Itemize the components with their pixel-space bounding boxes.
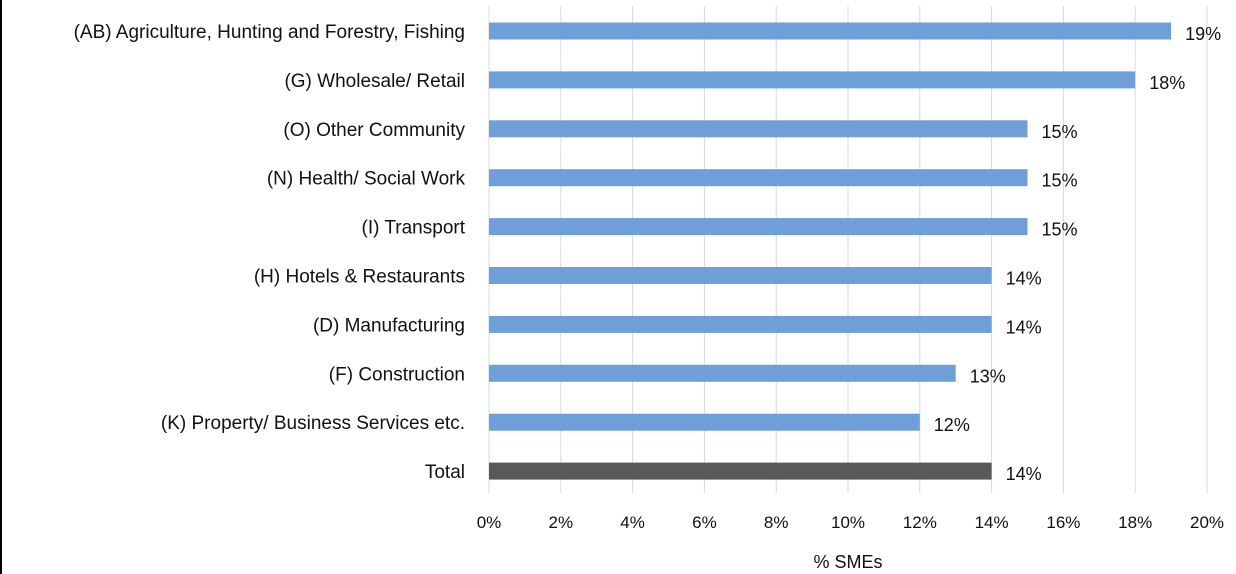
x-tick-label: 6% — [692, 513, 717, 532]
value-label: 15% — [1042, 220, 1078, 240]
value-label: 14% — [1006, 464, 1042, 484]
category-label: (F) Construction — [329, 364, 465, 385]
value-label: 18% — [1149, 73, 1185, 93]
bar — [489, 462, 992, 480]
bar — [489, 120, 1028, 138]
x-tick-label: 0% — [477, 513, 502, 532]
value-labels: 19% 18% 15% 15% 15% 14% 14% 13% 12% 14% — [934, 24, 1221, 484]
bars — [489, 22, 1172, 480]
value-label: 14% — [1006, 317, 1042, 337]
value-label: 14% — [1006, 269, 1042, 289]
x-tick-label: 16% — [1046, 513, 1080, 532]
x-axis-title: % SMEs — [813, 552, 882, 572]
category-label: (K) Property/ Business Services etc. — [161, 413, 465, 434]
x-tick-label: 20% — [1190, 513, 1224, 532]
x-tick-label: 18% — [1118, 513, 1152, 532]
x-tick-label: 12% — [903, 513, 937, 532]
value-label: 12% — [934, 415, 970, 435]
category-label: (I) Transport — [362, 218, 466, 239]
x-tick-label: 4% — [620, 513, 645, 532]
category-label: (H) Hotels & Restaurants — [254, 267, 465, 288]
x-axis-ticks: 0% 2% 4% 6% 8% 10% 12% 14% 16% 18% 20% — [477, 513, 1224, 532]
category-label: (G) Wholesale/ Retail — [284, 71, 465, 92]
value-label: 19% — [1185, 24, 1221, 44]
category-label: (D) Manufacturing — [313, 315, 465, 336]
category-label: (N) Health/ Social Work — [267, 169, 466, 190]
bar — [489, 413, 920, 431]
bar — [489, 315, 992, 333]
value-label: 15% — [1042, 122, 1078, 142]
bar — [489, 267, 992, 284]
bar — [489, 169, 1028, 187]
category-label: (AB) Agriculture, Hunting and Forestry, … — [74, 22, 465, 43]
category-labels: (AB) Agriculture, Hunting and Forestry, … — [74, 22, 466, 483]
value-label: 15% — [1042, 171, 1078, 191]
category-label: Total — [425, 462, 465, 483]
bar — [489, 218, 1028, 236]
x-tick-label: 14% — [975, 513, 1009, 532]
bar — [489, 71, 1136, 89]
x-tick-label: 8% — [764, 513, 789, 532]
bar — [489, 22, 1172, 40]
x-tick-label: 2% — [549, 513, 574, 532]
bar — [489, 364, 956, 382]
x-tick-label: 10% — [831, 513, 865, 532]
category-label: (O) Other Community — [283, 120, 465, 141]
value-label: 13% — [970, 366, 1006, 386]
